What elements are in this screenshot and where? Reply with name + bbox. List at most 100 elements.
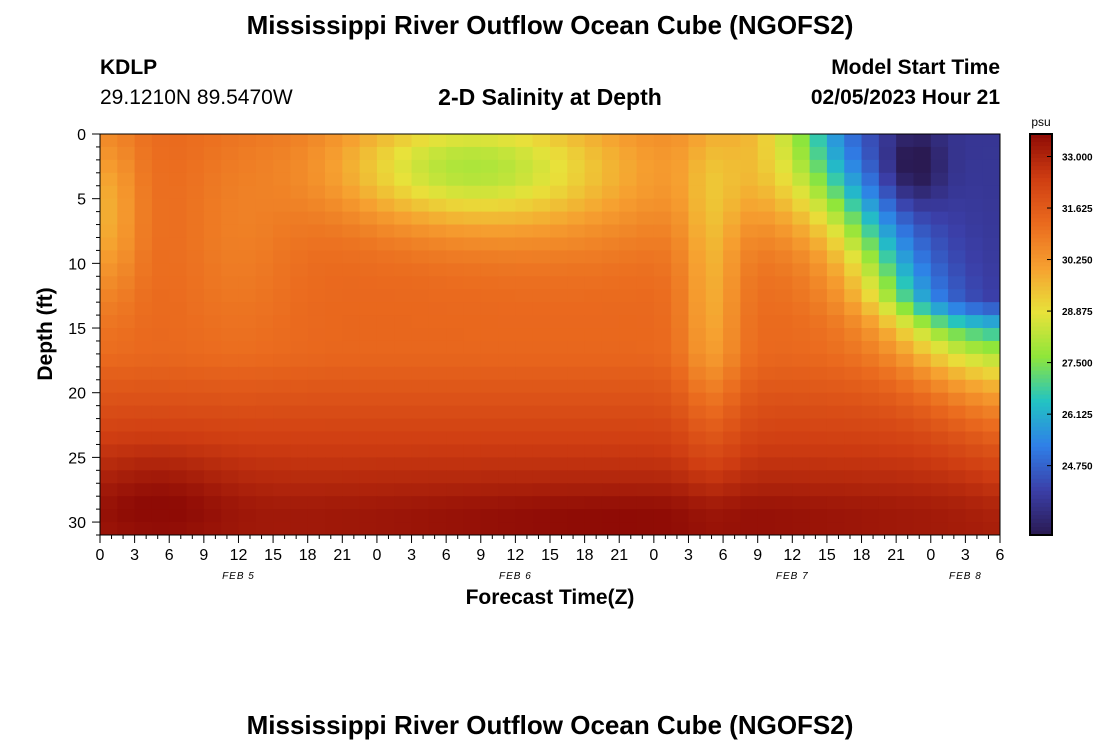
heatmap-cell (636, 496, 655, 510)
heatmap-cell (428, 353, 447, 368)
heatmap-cell (913, 340, 932, 355)
heatmap-cell (948, 159, 966, 174)
heatmap-cell (671, 379, 690, 394)
heatmap-cell (775, 172, 793, 187)
heatmap-cell (342, 340, 361, 355)
heatmap-cell (273, 457, 291, 471)
heatmap-cell (809, 496, 828, 510)
heatmap-cell (705, 379, 724, 394)
heatmap-cell (792, 379, 811, 394)
heatmap-cell (290, 379, 309, 394)
heatmap-cell (965, 224, 984, 239)
colorbar-swatch (1030, 410, 1052, 416)
heatmap-cell (169, 418, 188, 433)
heatmap-cell (169, 302, 188, 316)
heatmap-cell (532, 237, 551, 252)
heatmap-cell (532, 263, 551, 277)
heatmap-cell (740, 444, 759, 458)
heatmap-cell (878, 431, 897, 446)
heatmap-cell (844, 250, 863, 264)
x-tick-label: 6 (996, 547, 1005, 564)
x-date-label: FEB 5 (222, 571, 255, 582)
heatmap-cell (671, 496, 690, 510)
heatmap-cell (965, 340, 984, 355)
heatmap-cell (826, 198, 845, 213)
heatmap-cell (151, 405, 170, 420)
heatmap-cell (567, 431, 586, 446)
heatmap-cell (688, 315, 707, 329)
heatmap-cell (671, 392, 690, 407)
heatmap-cell (601, 134, 620, 148)
heatmap-cell (151, 509, 170, 523)
heatmap-cell (290, 198, 309, 213)
heatmap-cell (896, 315, 915, 329)
heatmap-cell (307, 483, 326, 497)
heatmap-cell (273, 289, 291, 303)
x-tick-label: 18 (576, 547, 594, 564)
heatmap-cell (861, 224, 880, 239)
heatmap-cell (723, 444, 741, 458)
station-coordinates: 29.1210N 89.5470W (100, 86, 293, 109)
heatmap-cell (359, 172, 378, 187)
heatmap-cell (809, 185, 828, 200)
heatmap-cell (913, 315, 932, 329)
heatmap-cell (203, 340, 222, 355)
heatmap-cell (636, 328, 655, 342)
heatmap-cell (809, 483, 828, 497)
heatmap-cell (550, 496, 568, 510)
x-tick-label: 9 (753, 547, 762, 564)
heatmap-cell (273, 211, 291, 226)
heatmap-cell (376, 418, 395, 433)
heatmap-cell (671, 405, 690, 420)
heatmap-cell (428, 315, 447, 329)
heatmap-cell (376, 392, 395, 407)
colorbar-swatch (1030, 354, 1052, 360)
heatmap-cell (100, 431, 118, 446)
heatmap-cell (498, 444, 516, 458)
heatmap-cell (342, 431, 361, 446)
heatmap-cell (221, 302, 240, 316)
heatmap-cell (100, 315, 118, 329)
heatmap-cell (705, 211, 724, 226)
heatmap-cell (463, 522, 482, 535)
heatmap-cell (446, 224, 465, 239)
heatmap-cell (878, 237, 897, 252)
heatmap-cell (567, 470, 586, 484)
heatmap-cell (238, 340, 257, 355)
heatmap-cell (878, 522, 897, 535)
heatmap-cell (757, 315, 776, 329)
heatmap-cell (896, 276, 915, 290)
heatmap-cell (359, 328, 378, 342)
heatmap-cell (826, 134, 845, 148)
heatmap-cell (463, 289, 482, 303)
heatmap-cell (480, 315, 499, 329)
heatmap-cell (567, 289, 586, 303)
heatmap-cell (203, 250, 222, 264)
heatmap-cell (792, 353, 811, 368)
heatmap-cell (238, 159, 257, 174)
heatmap-cell (982, 237, 1000, 252)
heatmap-cell (325, 315, 343, 329)
colorbar-swatch (1030, 490, 1052, 496)
heatmap-cell (273, 366, 291, 381)
heatmap-cell (740, 470, 759, 484)
heatmap-cell (117, 366, 136, 381)
heatmap-cell (411, 289, 430, 303)
heatmap-cell (515, 302, 534, 316)
heatmap-cell (428, 289, 447, 303)
x-tick-label: 0 (649, 547, 658, 564)
y-tick-label: 30 (68, 515, 86, 532)
heatmap-cell (809, 392, 828, 407)
heatmap-cell (861, 496, 880, 510)
heatmap-cell (844, 366, 863, 381)
heatmap-cell (740, 224, 759, 239)
heatmap-cell (221, 483, 240, 497)
heatmap-cell (826, 146, 845, 161)
heatmap-cell (982, 431, 1000, 446)
colorbar-swatch (1030, 450, 1052, 456)
heatmap-cell (411, 366, 430, 381)
heatmap-cell (878, 224, 897, 239)
heatmap-cell (705, 457, 724, 471)
heatmap-cell (117, 483, 136, 497)
heatmap-cell (117, 340, 136, 355)
